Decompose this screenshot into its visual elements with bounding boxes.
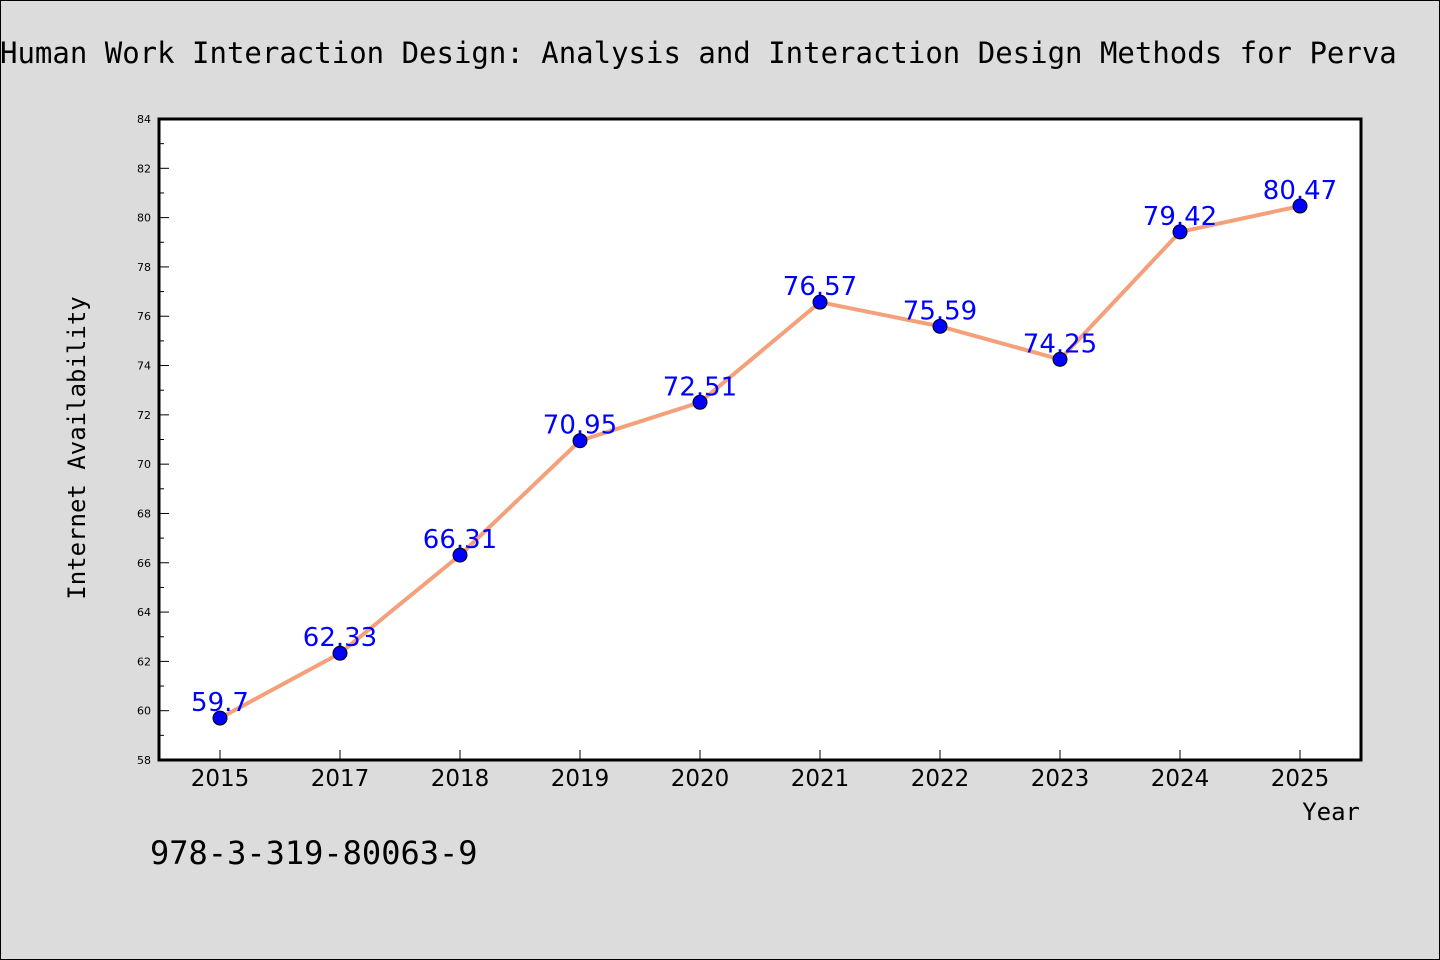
y-tick-label: 80 [137,212,151,225]
data-point [692,394,708,410]
isbn-footnote: 978-3-319-80063-9 [150,834,478,872]
data-labels: 59.7 62.33 66.31 70.95 72.51 76.57 75.59 74.25 7… [191,176,1337,718]
y-axis: 58 60 62 64 66 68 70 72 74 76 78 80 82 84 [137,113,169,767]
x-tick-label: 2024 [1151,766,1210,792]
data-point [332,645,348,661]
data-point [1052,351,1068,367]
x-tick-label: 2019 [551,766,610,792]
y-tick-label: 62 [137,655,151,668]
data-points [212,198,1308,726]
series-line-group [219,204,1301,720]
y-tick-label: 68 [137,507,151,520]
y-tick-label: 72 [137,409,151,422]
y-tick-label: 82 [137,162,151,175]
x-tick-label: 2022 [911,766,970,792]
data-point [812,294,828,310]
data-label: 79.42 [1143,202,1217,232]
y-tick-label: 58 [137,754,151,767]
y-axis-label: Internet Availability [63,296,91,599]
data-point [1172,224,1188,240]
series-line [219,204,1301,720]
plot-area [157,117,1363,762]
data-point [1292,198,1308,214]
x-axis: 2015 2017 2018 2019 2020 2021 2022 2023 2024 2025 [191,750,1330,792]
y-tick-label: 60 [137,705,151,718]
data-label: 66.31 [423,525,497,555]
x-tick-label: 2023 [1031,766,1090,792]
data-label: 76.57 [783,272,857,302]
data-label: 74.25 [1023,329,1097,359]
y-tick-label: 66 [137,557,151,570]
x-tick-label: 2021 [791,766,850,792]
data-point [572,433,588,449]
x-tick-label: 2015 [191,766,250,792]
y-tick-label: 70 [137,458,151,471]
data-label: 80.47 [1263,176,1337,206]
y-tick-label: 78 [137,261,151,274]
x-tick-label: 2017 [311,766,370,792]
data-label: 72.51 [663,372,737,402]
data-label: 62.33 [303,623,377,653]
data-label: 59.7 [191,688,249,718]
data-label: 70.95 [543,411,617,441]
x-tick-label: 2020 [671,766,730,792]
data-point [212,710,228,726]
x-tick-label: 2018 [431,766,490,792]
x-tick-label: 2025 [1271,766,1330,792]
y-tick-label: 76 [137,310,151,323]
data-point [932,318,948,334]
x-axis-label: Year [1302,798,1360,826]
y-tick-label: 84 [137,113,151,126]
y-tick-label: 74 [137,360,151,373]
chart-title: Human Work Interaction Design: Analysis … [0,36,1397,70]
data-label: 75.59 [903,296,977,326]
data-point [452,547,468,563]
y-tick-label: 64 [137,606,151,619]
